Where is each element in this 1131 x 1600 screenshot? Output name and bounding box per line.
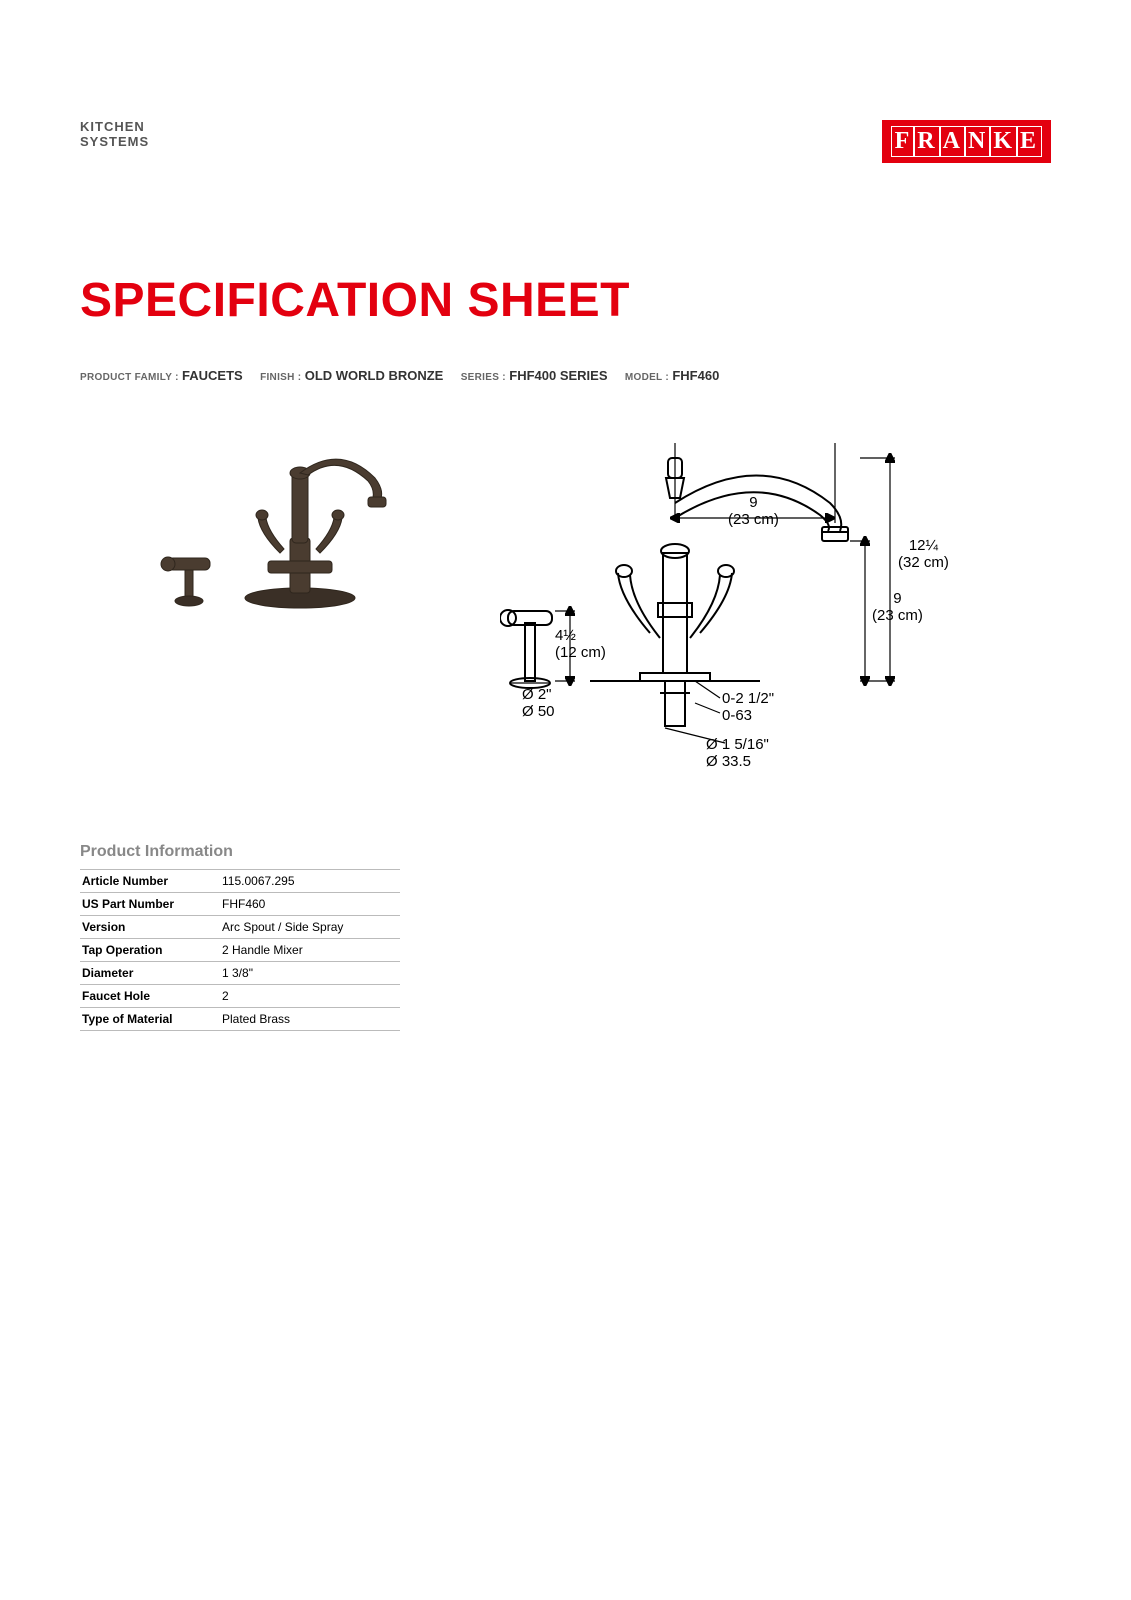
- dim-sprayer-dia: Ø 2"Ø 50: [522, 687, 555, 720]
- meta-value-model: FHF460: [672, 368, 719, 383]
- company-sublabel-line2: SYSTEMS: [80, 135, 149, 150]
- table-row: Faucet Hole2: [80, 985, 400, 1008]
- info-val: 1 3/8": [220, 962, 400, 985]
- info-key: Tap Operation: [80, 939, 220, 962]
- brand-logo: FRANKE: [882, 120, 1051, 163]
- info-key: Version: [80, 916, 220, 939]
- info-key: Type of Material: [80, 1008, 220, 1031]
- table-row: Tap Operation2 Handle Mixer: [80, 939, 400, 962]
- table-row: Article Number115.0067.295: [80, 870, 400, 893]
- faucet-photo-icon: [140, 423, 440, 623]
- product-meta-row: PRODUCT FAMILY : FAUCETS FINISH : OLD WO…: [80, 368, 1051, 383]
- table-row: Diameter1 3/8": [80, 962, 400, 985]
- meta-value-finish: OLD WORLD BRONZE: [305, 368, 444, 383]
- info-val: Arc Spout / Side Spray: [220, 916, 400, 939]
- header: KITCHEN SYSTEMS FRANKE: [80, 120, 1051, 163]
- technical-drawing: 9(23 cm) 12¼(32 cm) 9(23 cm) 4½(12 cm) Ø…: [500, 423, 960, 793]
- info-key: Diameter: [80, 962, 220, 985]
- meta-value-series: FHF400 SERIES: [509, 368, 607, 383]
- spec-sheet-page: KITCHEN SYSTEMS FRANKE SPECIFICATION SHE…: [0, 0, 1131, 1031]
- info-val: 115.0067.295: [220, 870, 400, 893]
- images-row: 9(23 cm) 12¼(32 cm) 9(23 cm) 4½(12 cm) Ø…: [80, 423, 1051, 793]
- company-sublabel: KITCHEN SYSTEMS: [80, 120, 149, 150]
- info-key: Article Number: [80, 870, 220, 893]
- info-val: Plated Brass: [220, 1008, 400, 1031]
- page-title: SPECIFICATION SHEET: [80, 273, 1051, 328]
- product-info-table: Article Number115.0067.295 US Part Numbe…: [80, 869, 400, 1031]
- info-section-header: Product Information: [80, 843, 1051, 861]
- dim-spout-reach: 9(23 cm): [728, 495, 779, 528]
- dim-sprayer-height: 4½(12 cm): [555, 628, 606, 661]
- company-sublabel-line1: KITCHEN: [80, 120, 149, 135]
- meta-label-series: SERIES :: [461, 372, 506, 383]
- dim-shank-dia: Ø 1 5/16"Ø 33.5: [706, 737, 769, 770]
- dim-spout-height: 9(23 cm): [872, 591, 923, 624]
- meta-value-family: FAUCETS: [182, 368, 243, 383]
- info-val: 2: [220, 985, 400, 1008]
- product-photo: [140, 423, 440, 623]
- table-row: US Part NumberFHF460: [80, 893, 400, 916]
- table-row: VersionArc Spout / Side Spray: [80, 916, 400, 939]
- meta-label-family: PRODUCT FAMILY :: [80, 372, 179, 383]
- product-info-tbody: Article Number115.0067.295 US Part Numbe…: [80, 870, 400, 1031]
- dim-deck-range: 0-2 1/2"0-63: [722, 691, 774, 724]
- info-key: US Part Number: [80, 893, 220, 916]
- meta-label-model: MODEL :: [625, 372, 669, 383]
- info-val: FHF460: [220, 893, 400, 916]
- info-key: Faucet Hole: [80, 985, 220, 1008]
- info-val: 2 Handle Mixer: [220, 939, 400, 962]
- meta-label-finish: FINISH :: [260, 372, 301, 383]
- dim-overall-height: 12¼(32 cm): [898, 538, 949, 571]
- table-row: Type of MaterialPlated Brass: [80, 1008, 400, 1031]
